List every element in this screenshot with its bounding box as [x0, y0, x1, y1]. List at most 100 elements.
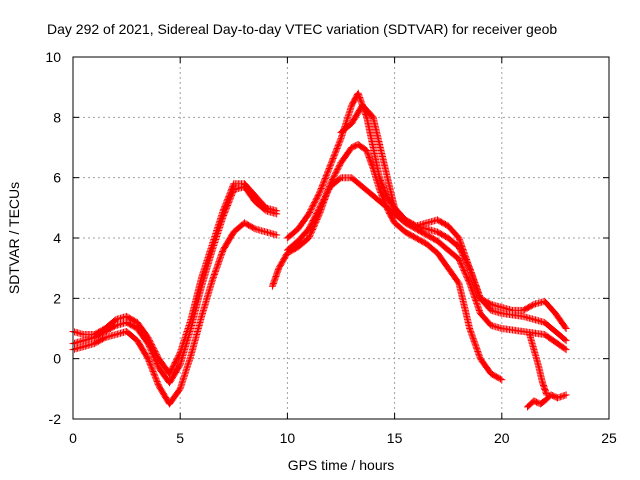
data-point-segment [519, 312, 547, 326]
y-tick-label: -2 [49, 411, 62, 427]
chart-title: Day 292 of 2021, Sidereal Day-to-day VTE… [47, 21, 557, 37]
data-point-segment [551, 309, 569, 331]
data-point-segment [294, 235, 312, 251]
data-point-segment [241, 180, 258, 199]
data-point-segment [455, 234, 473, 271]
data-point-segment [369, 165, 383, 192]
data-point-segment [444, 234, 462, 250]
data-point-segment [166, 386, 183, 408]
data-point-segment [251, 192, 269, 211]
data-point-segment [208, 208, 227, 248]
data-point-segment [166, 362, 183, 387]
data-point-segment [133, 325, 151, 346]
data-point-segment [369, 192, 387, 208]
data-point-segment [187, 275, 205, 323]
grid [73, 57, 609, 419]
data-point-segment [166, 350, 183, 378]
data-point-segment [526, 331, 537, 352]
y-axis-title: SDTVAR / TECUs [6, 182, 22, 294]
data-point-segment [412, 234, 429, 247]
data-point-segment [337, 120, 354, 136]
data-point [543, 391, 551, 399]
data-point-segment [369, 113, 387, 165]
data-point-segment [187, 314, 205, 360]
x-tick-label: 20 [494, 430, 510, 446]
data-point-segment [348, 174, 365, 190]
y-tick-label: 8 [53, 109, 61, 125]
data-point-segment [487, 370, 504, 383]
data-point-segment [294, 226, 312, 245]
data-point-segment [444, 246, 462, 262]
data-point-segment [530, 346, 542, 367]
data-point-segment [401, 228, 419, 241]
data-point-segment [541, 297, 558, 316]
data-point-segment [391, 219, 408, 235]
data-point-segment [434, 216, 451, 229]
data-point-segment [434, 249, 451, 271]
data-point-segment [241, 219, 258, 232]
data-point-segment [363, 113, 377, 150]
ticks: 0 5 10 15 20 25 -2 0 2 4 6 8 10 [45, 49, 617, 446]
data-point-segment [466, 325, 484, 361]
data-point [562, 346, 570, 354]
y-tick-label: 10 [45, 49, 61, 65]
y-tick-label: 4 [53, 230, 61, 246]
data-point-segment [376, 174, 392, 201]
data-point-segment [455, 279, 473, 331]
data-point-segment [380, 159, 398, 210]
data-point-segment [358, 101, 376, 120]
data-point-segment [434, 237, 451, 253]
x-tick-label: 10 [280, 430, 296, 446]
data-point-segment [283, 238, 301, 254]
data-point-segment [326, 175, 344, 191]
y-tick-label: 0 [53, 351, 61, 367]
data-point-segment [101, 317, 119, 332]
data-point-segment [476, 294, 494, 308]
data-point [562, 391, 570, 399]
y-tick-label: 6 [53, 170, 61, 186]
data-point [273, 207, 281, 215]
x-tick-label: 25 [601, 430, 617, 446]
data-point-segment [476, 309, 494, 328]
data-point-segment [466, 279, 484, 316]
data-point-segment [363, 147, 377, 171]
data-point-segment [219, 229, 237, 254]
series-3 [69, 219, 281, 408]
data-point-segment [208, 248, 227, 284]
data-point-segment [123, 312, 140, 326]
data-point-segment [554, 391, 569, 402]
data-series [69, 89, 570, 411]
data-point-segment [90, 334, 108, 348]
x-tick-label: 15 [387, 430, 403, 446]
data-point-segment [326, 136, 344, 170]
data-point-segment [423, 231, 440, 244]
data-point-segment [476, 355, 494, 376]
data-point-segment [294, 211, 312, 233]
data-point-segment [316, 163, 334, 197]
data-point-segment [391, 204, 408, 223]
data-point-segment [541, 319, 569, 344]
data-point-segment [275, 251, 291, 272]
data-point-segment [198, 242, 216, 281]
data-point-segment [534, 361, 546, 385]
data-point-segment [144, 334, 162, 361]
data-point-segment [133, 319, 151, 340]
data-point-segment [444, 264, 462, 286]
data-point-segment [358, 183, 376, 199]
data-point-segment [176, 353, 194, 393]
series-9 [526, 331, 551, 399]
data-point-segment [466, 264, 484, 301]
data-point-segment [305, 205, 323, 233]
data-point-segment [219, 181, 237, 215]
data-point [562, 325, 570, 332]
data-point-segment [423, 240, 440, 256]
series-8 [524, 391, 570, 411]
data-point-segment [198, 278, 216, 320]
data-point-segment [536, 398, 548, 408]
x-axis-title: GPS time / hours [288, 457, 395, 473]
data-point-segment [283, 226, 301, 242]
data-point [273, 231, 281, 239]
data-point-segment [123, 328, 140, 344]
